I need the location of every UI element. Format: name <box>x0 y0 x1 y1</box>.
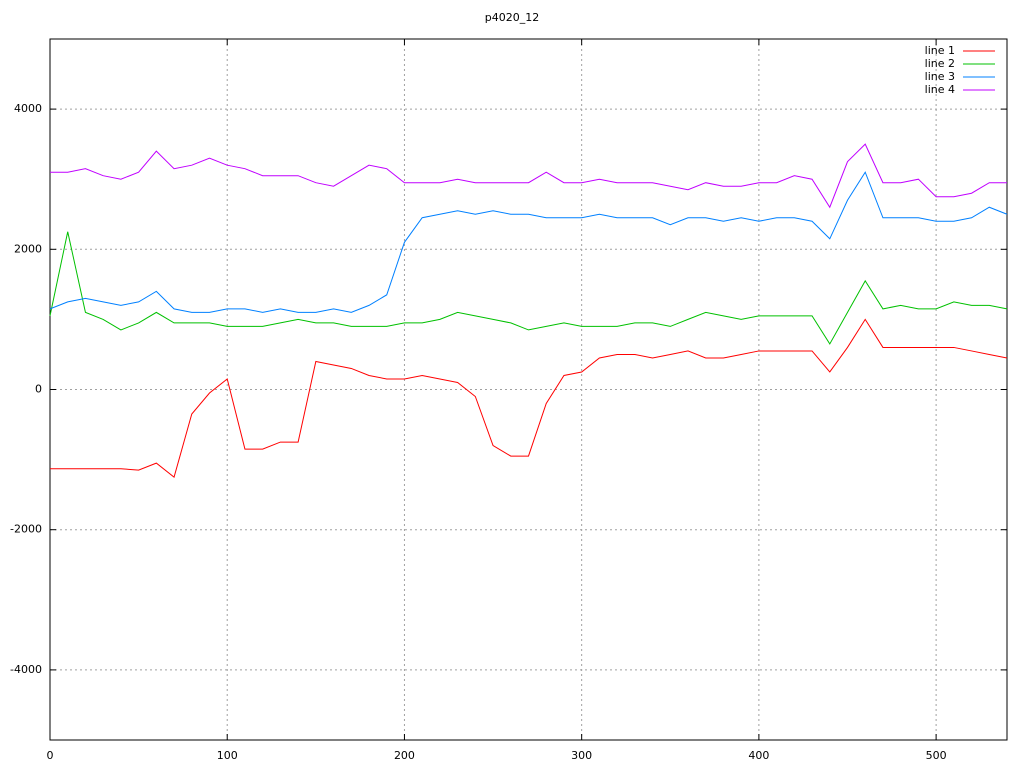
x-tick-label: 100 <box>217 749 238 762</box>
plot-frame <box>49 38 1008 741</box>
series-line <box>50 318 1008 478</box>
x-tick-label: 300 <box>571 749 592 762</box>
x-tick-label: 400 <box>748 749 769 762</box>
legend-label: line 3 <box>925 70 955 83</box>
series-line <box>50 143 1007 209</box>
chart-title: p4020_12 <box>485 11 539 24</box>
y-tick-label: -4000 <box>10 663 42 676</box>
series-line <box>49 171 1008 313</box>
x-tick-label: 0 <box>47 749 54 762</box>
y-tick-label: 2000 <box>14 242 42 255</box>
series-line <box>49 231 1008 345</box>
y-tick-label: 4000 <box>14 102 42 115</box>
y-tick-label: -2000 <box>10 523 42 536</box>
legend-label: line 1 <box>925 44 955 57</box>
legend-label: line 4 <box>925 83 955 96</box>
x-tick-label: 200 <box>394 749 415 762</box>
y-tick-label: 0 <box>35 383 42 396</box>
x-tick-label: 500 <box>926 749 947 762</box>
legend-label: line 2 <box>925 57 955 70</box>
